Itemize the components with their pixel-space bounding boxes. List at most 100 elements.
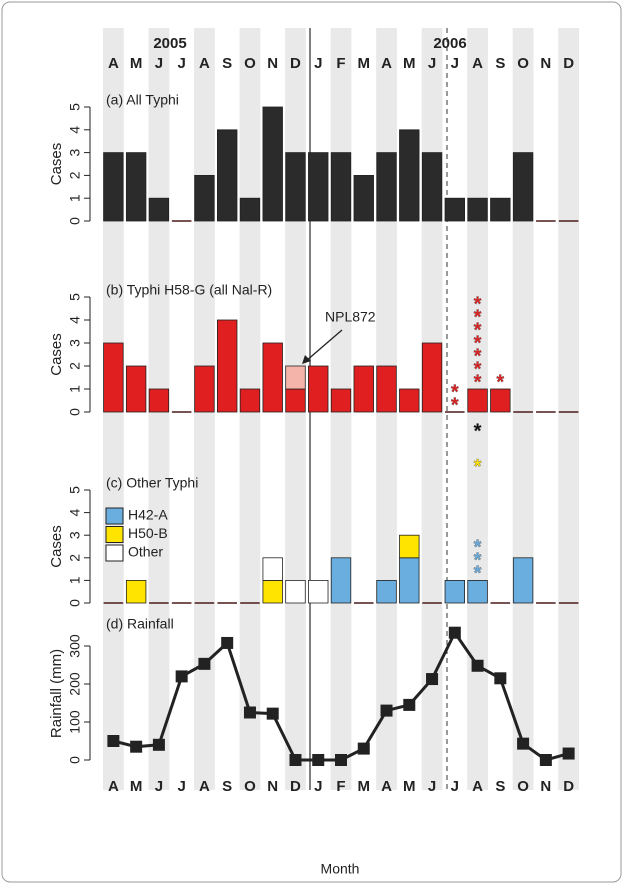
- y-tick-label: 5: [67, 486, 83, 494]
- bar: [148, 197, 170, 222]
- year-label: 2006: [433, 35, 466, 52]
- bar: [421, 342, 443, 413]
- point: [426, 673, 439, 686]
- asterisk: *: [496, 371, 504, 393]
- bar: [490, 197, 511, 222]
- x-tick-label: J: [428, 778, 436, 795]
- asterisk: *: [474, 358, 482, 380]
- bar: [308, 580, 329, 604]
- point: [175, 670, 188, 683]
- bar: [194, 365, 215, 413]
- asterisk: *: [474, 371, 482, 393]
- x-tick-label: A: [199, 55, 210, 72]
- x-tick-label: J: [428, 55, 436, 72]
- point: [221, 636, 234, 649]
- bar: [262, 342, 283, 413]
- x-tick-label: M: [130, 778, 143, 795]
- point: [357, 742, 370, 755]
- bar: [239, 197, 261, 222]
- y-tick-label: 0: [67, 217, 83, 225]
- legend-label: H50-B: [128, 525, 168, 541]
- x-tick-label: M: [403, 55, 416, 72]
- y-tick-label: 200: [67, 672, 83, 696]
- asterisk: *: [474, 306, 482, 328]
- asterisk: *: [474, 550, 482, 572]
- bar: [330, 388, 352, 413]
- legend-swatch: [105, 526, 124, 543]
- legend-swatch: [105, 507, 124, 525]
- asterisk: *: [451, 381, 459, 403]
- x-tick-label: N: [267, 778, 278, 795]
- bar: [125, 152, 147, 222]
- panel-title: (d) Rainfall: [106, 616, 174, 632]
- bar: [148, 388, 170, 413]
- x-tick-label: N: [267, 55, 278, 72]
- x-tick-label: M: [358, 778, 371, 795]
- bar: [217, 129, 238, 222]
- x-tick-label: A: [108, 778, 119, 795]
- stripe: [558, 28, 579, 790]
- x-tick-label: M: [358, 55, 371, 72]
- bar: [376, 365, 397, 413]
- bar: [376, 152, 397, 222]
- point: [152, 738, 165, 751]
- x-tick-label: J: [451, 778, 459, 795]
- bar: [512, 152, 534, 222]
- x-tick-label: J: [451, 55, 459, 72]
- x-tick-label: A: [108, 55, 119, 72]
- bar: [353, 174, 374, 222]
- x-axis-label: Month: [321, 861, 360, 877]
- y-tick-label: 4: [67, 508, 83, 516]
- x-tick-label: O: [244, 55, 256, 72]
- x-tick-label: N: [540, 778, 551, 795]
- point: [107, 735, 120, 747]
- asterisk: *: [451, 394, 459, 416]
- x-tick-label: O: [517, 55, 529, 72]
- bar: [421, 152, 443, 222]
- x-tick-label: A: [199, 778, 210, 795]
- bar: [262, 557, 283, 581]
- x-tick-label: O: [244, 778, 256, 795]
- x-tick-label: A: [472, 55, 483, 72]
- bar: [399, 557, 420, 604]
- point: [289, 754, 302, 766]
- legend-label: Other: [128, 544, 163, 560]
- x-tick-label: A: [381, 778, 392, 795]
- asterisk: *: [474, 345, 482, 367]
- asterisk: *: [474, 293, 482, 315]
- x-tick-label: J: [155, 778, 163, 795]
- bar: [444, 580, 465, 604]
- year-label: 2005: [153, 35, 186, 52]
- bar: [490, 388, 511, 413]
- asterisk: *: [474, 456, 482, 478]
- y-axis-label: Cases: [48, 143, 65, 186]
- point: [539, 754, 552, 766]
- stripe: [512, 28, 534, 790]
- asterisk: *: [474, 319, 482, 341]
- x-tick-label: J: [177, 778, 185, 795]
- x-tick-label: A: [472, 778, 483, 795]
- bar: [467, 388, 488, 413]
- x-tick-label: J: [155, 55, 163, 72]
- bar: [399, 388, 420, 413]
- x-tick-label: M: [130, 55, 143, 72]
- bar: [308, 152, 329, 222]
- bar: [239, 388, 261, 413]
- bar: [262, 106, 283, 222]
- x-tick-label: D: [290, 55, 301, 72]
- point: [471, 659, 484, 672]
- y-tick-label: 1: [67, 194, 83, 202]
- y-tick-label: 5: [67, 293, 83, 301]
- point: [266, 707, 279, 720]
- point: [517, 737, 530, 750]
- point: [448, 626, 461, 639]
- bar: [376, 580, 397, 604]
- bar: [467, 197, 488, 222]
- x-tick-label: S: [222, 55, 232, 72]
- x-tick-label: J: [314, 55, 322, 72]
- y-axis-label: Rainfall (mm): [48, 649, 65, 738]
- y-tick-label: 1: [67, 576, 83, 584]
- x-tick-label: J: [314, 778, 322, 795]
- x-tick-label: S: [222, 778, 232, 795]
- bar: [353, 365, 374, 413]
